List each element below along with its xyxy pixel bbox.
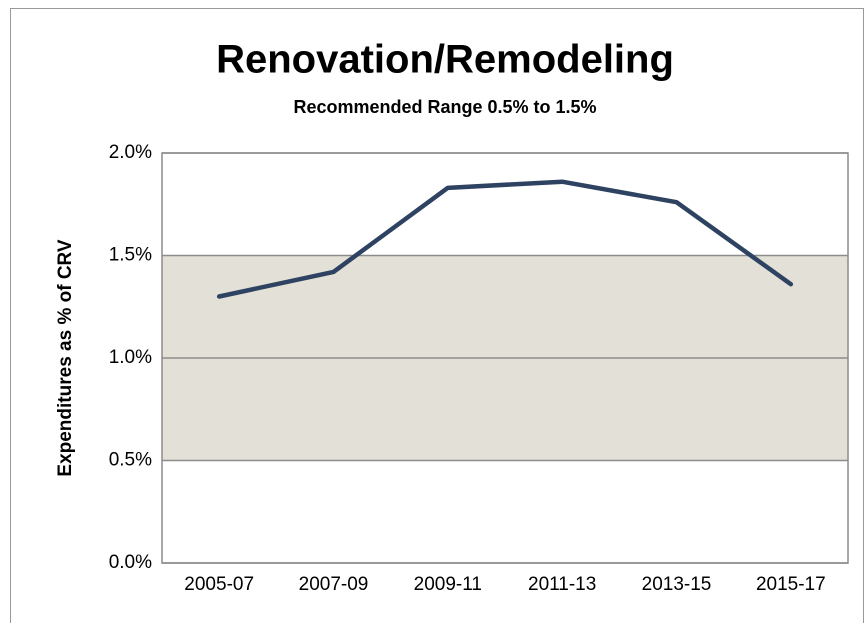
plot-border bbox=[161, 152, 849, 564]
x-tick-label: 2007-09 bbox=[299, 574, 369, 595]
y-tick-label: 1.5% bbox=[109, 245, 152, 266]
y-tick-label: 2.0% bbox=[109, 142, 152, 163]
x-tick-label: 2011-13 bbox=[528, 574, 596, 595]
y-tick-label: 0.5% bbox=[109, 450, 152, 471]
chart-subtitle: Recommended Range 0.5% to 1.5% bbox=[293, 97, 596, 117]
x-tick-label: 2015-17 bbox=[756, 574, 826, 595]
y-axis-label: Expenditures as % of CRV bbox=[55, 239, 76, 477]
y-tick-label: 0.0% bbox=[109, 552, 152, 573]
x-tick-label: 2013-15 bbox=[642, 574, 712, 595]
x-tick-label: 2005-07 bbox=[184, 574, 254, 595]
y-tick-label: 1.0% bbox=[109, 347, 152, 368]
x-tick-label: 2009-11 bbox=[414, 574, 482, 595]
series-line bbox=[216, 179, 794, 299]
chart-title: Renovation/Remodeling bbox=[216, 38, 674, 82]
